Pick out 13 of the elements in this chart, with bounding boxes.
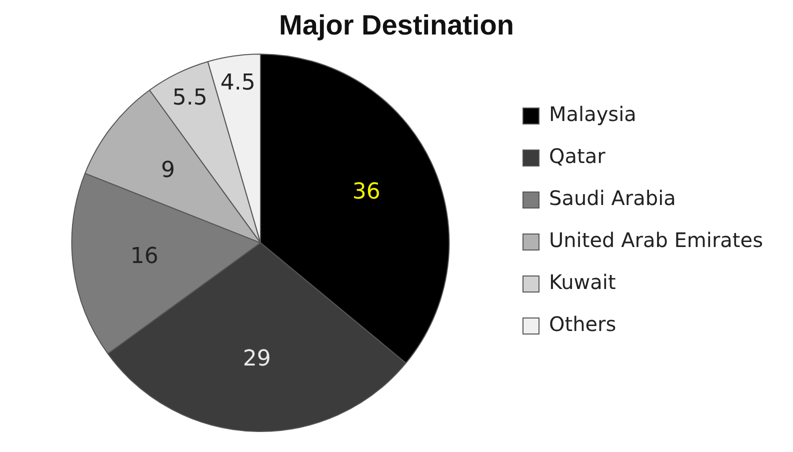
legend-label: United Arab Emirates — [548, 228, 764, 252]
chart-title: Major Destination — [279, 10, 514, 41]
legend-label: Saudi Arabia — [548, 186, 676, 210]
legend-label: Qatar — [548, 144, 606, 168]
data-label: 5.5 — [172, 85, 208, 110]
data-label: 36 — [352, 180, 380, 205]
legend-label: Malaysia — [548, 102, 636, 126]
data-label: 4.5 — [220, 70, 256, 96]
legend-label: Others — [548, 312, 616, 336]
data-label: 16 — [130, 244, 158, 270]
data-label: 9 — [161, 158, 176, 183]
data-label: 29 — [242, 346, 271, 372]
legend-label: Kuwait — [548, 270, 616, 294]
